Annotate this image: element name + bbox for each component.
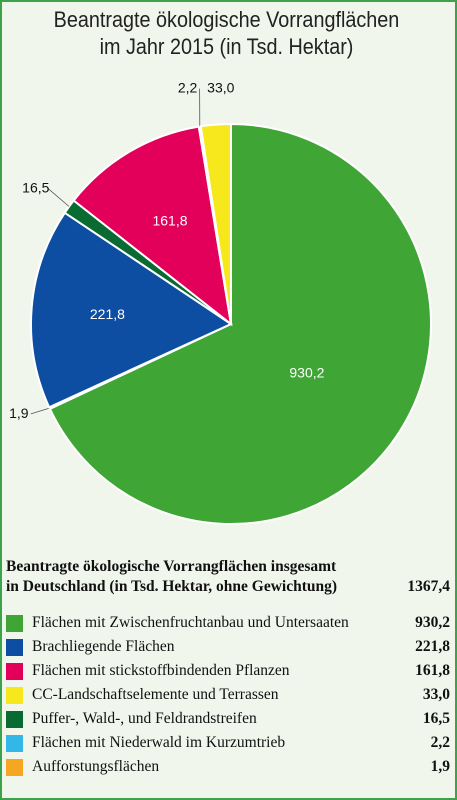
legend-label: Brachliegende Flächen — [32, 638, 175, 655]
legend-label: Flächen mit Zwischenfruchtanbau und Unte… — [32, 614, 349, 631]
legend-swatch — [6, 687, 23, 704]
total-summary: Beantragte ökologische Vorrangflächen in… — [6, 557, 450, 597]
legend-value: 161,8 — [415, 662, 450, 679]
pie-slice-label-7: 33,0 — [207, 80, 234, 96]
pie-leader-line-2 — [30, 407, 50, 415]
pie-slice-7 — [199, 122, 232, 325]
legend-value: 33,0 — [422, 686, 450, 703]
legend-row: Flächen mit Niederwald im Kurzumtrieb 2,2 — [6, 731, 450, 755]
pie-slice-1 — [48, 122, 432, 525]
legend-label: Flächen mit stickstoffbindenden Pflanzen — [32, 662, 290, 679]
legend-swatch — [6, 663, 23, 680]
pie-slice-label-3: 221,8 — [90, 306, 125, 322]
pie-slice-label-2: 1,9 — [9, 405, 29, 421]
legend-swatch — [6, 735, 23, 752]
legend-row: Aufforstungsflächen 1,9 — [6, 755, 450, 779]
total-value: 1367,4 — [407, 578, 450, 595]
legend-value: 221,8 — [415, 638, 450, 655]
pie-slice-label-4: 16,5 — [22, 179, 49, 195]
legend-label: Aufforstungsflächen — [32, 758, 160, 775]
pie-slice-label-1: 930,2 — [289, 364, 324, 380]
pie-slice-5 — [72, 125, 233, 327]
legend-row: Brachliegende Flächen 221,8 — [6, 635, 450, 659]
chart-title-line-2: im Jahr 2015 (in Tsd. Hektar) — [99, 34, 354, 59]
legend-row: Flächen mit stickstoffbindenden Pflanzen… — [6, 659, 450, 683]
pie-slice-3 — [30, 211, 234, 409]
legend-row: Puffer-, Wald-, und Feldrandstreifen 16,5 — [6, 707, 450, 731]
legend-swatch — [6, 711, 23, 728]
legend-label: Puffer-, Wald-, und Feldrandstreifen — [32, 710, 257, 727]
legend-swatch — [6, 639, 23, 656]
pie-slice-label-5: 161,8 — [152, 213, 187, 229]
chart-title-line-1: Beantragte ökologische Vorrangflächen — [53, 7, 400, 32]
pie-slice-label-6: 2,2 — [178, 80, 198, 96]
legend-row: Flächen mit Zwischenfruchtanbau und Unte… — [6, 611, 450, 635]
legend: Flächen mit Zwischenfruchtanbau und Unte… — [6, 611, 450, 779]
legend-value: 1,9 — [430, 758, 450, 775]
chart-title: Beantragte ökologische Vorrangflächen im… — [23, 6, 431, 60]
legend-value: 16,5 — [422, 710, 450, 727]
legend-label: CC-Landschaftselemente und Terrassen — [32, 686, 279, 703]
pie-leader-line-4 — [47, 187, 70, 207]
legend-value: 930,2 — [415, 614, 450, 631]
total-summary-line-1: Beantragte ökologische Vorrangflächen in… — [6, 558, 337, 575]
legend-value: 2,2 — [430, 734, 450, 751]
legend-row: CC-Landschaftselemente und Terrassen 33,0 — [6, 683, 450, 707]
legend-swatch — [6, 759, 23, 776]
legend-label: Flächen mit Niederwald im Kurzumtrieb — [32, 734, 286, 751]
total-summary-line-2: in Deutschland (in Tsd. Hektar, ohne Gew… — [6, 578, 338, 595]
pie-chart: 930,2 1,9 221,8 16,5 161,8 2,2 33,0 — [9, 80, 432, 525]
legend-swatch — [6, 615, 23, 632]
